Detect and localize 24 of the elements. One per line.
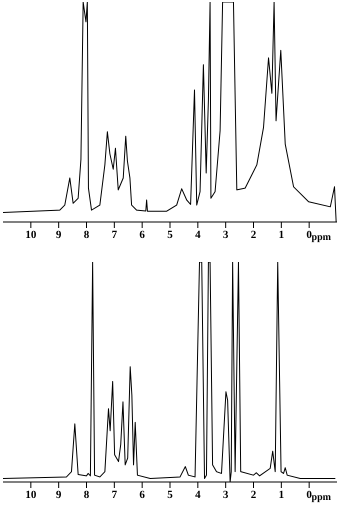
- x-tick-label: 7: [112, 488, 118, 501]
- x-tick-label: 8: [84, 228, 90, 241]
- x-axis-title: ppm: [312, 492, 332, 503]
- x-tick-label: 0: [306, 228, 312, 241]
- x-tick-label: 1: [278, 228, 284, 241]
- x-tick-label: 6: [139, 228, 146, 241]
- x-tick-label: 10: [25, 488, 37, 501]
- x-tick-label: 9: [56, 488, 62, 501]
- x-tick-label: 0: [306, 488, 312, 501]
- x-tick-label: 5: [167, 488, 174, 501]
- x-tick-label: 7: [112, 228, 118, 241]
- x-tick-label: 1: [278, 488, 284, 501]
- x-tick-label: 6: [139, 488, 146, 501]
- x-tick-label: 2: [250, 488, 257, 501]
- x-tick-label: 10: [25, 228, 37, 241]
- x-tick-label: 8: [84, 488, 90, 501]
- x-axis-title: ppm: [312, 232, 332, 243]
- x-tick-label: 4: [195, 228, 202, 241]
- x-tick-label: 9: [56, 228, 62, 241]
- x-tick-label: 5: [167, 228, 174, 241]
- x-tick-label: 3: [222, 228, 229, 241]
- x-tick-label: 4: [195, 488, 202, 501]
- x-tick-label: 2: [250, 228, 257, 241]
- x-tick-label: 3: [222, 488, 229, 501]
